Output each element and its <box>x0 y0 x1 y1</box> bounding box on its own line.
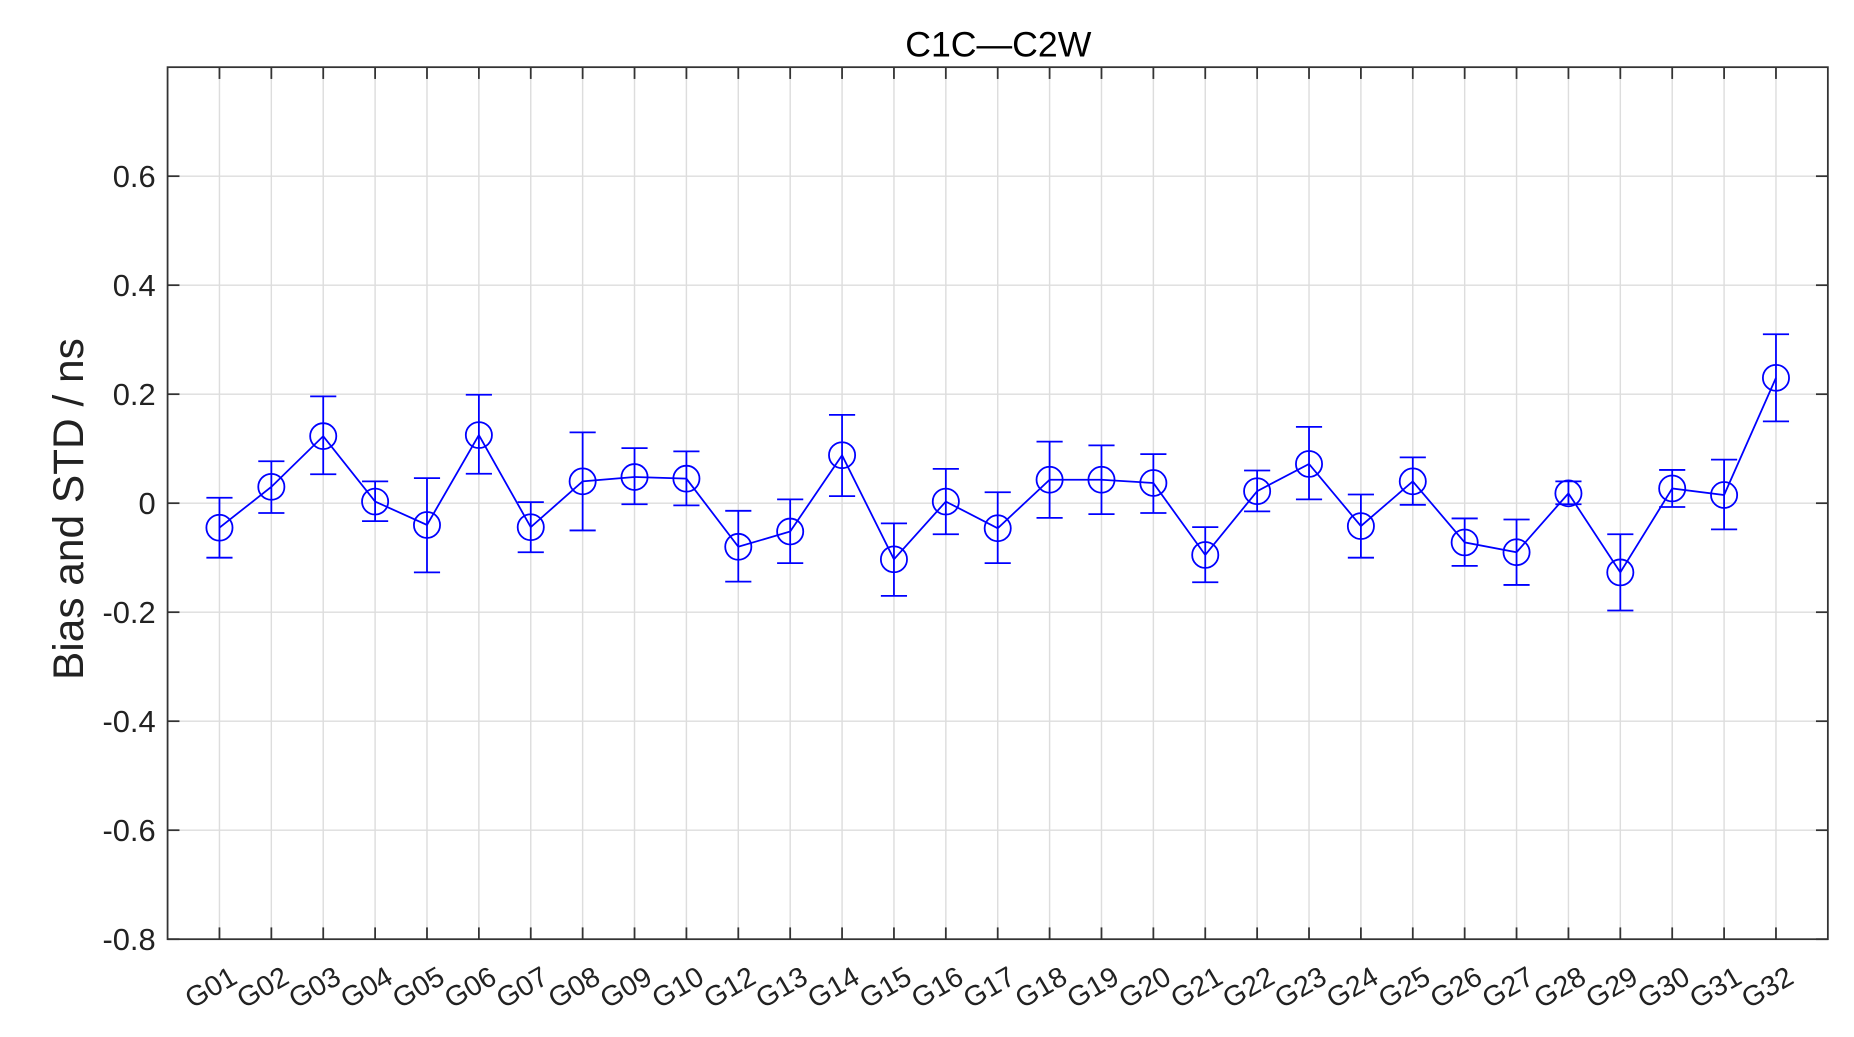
data-point <box>879 545 908 574</box>
data-point <box>672 464 701 493</box>
plot-frame <box>166 66 1829 941</box>
data-point <box>1295 450 1323 478</box>
x-tick-label: G32 <box>1736 961 1799 1015</box>
data-point <box>620 463 649 491</box>
data-point <box>1762 363 1790 392</box>
data-point <box>1554 479 1583 508</box>
data-point <box>776 517 805 546</box>
data-point <box>1658 474 1687 503</box>
data-point <box>1139 469 1168 497</box>
data-point <box>931 487 960 516</box>
y-tick-label: 0 <box>139 486 156 521</box>
chart-title: C1C—C2W <box>905 25 1092 65</box>
data-point <box>1606 558 1635 587</box>
data-point <box>1710 481 1739 509</box>
data-point <box>828 441 857 470</box>
data-point <box>1191 541 1220 569</box>
data-point <box>568 467 597 496</box>
data-point <box>309 422 338 450</box>
data-point <box>1087 465 1116 494</box>
y-tick-label: -0.4 <box>102 704 155 739</box>
y-tick-label: 0.4 <box>113 268 156 303</box>
data-series <box>205 333 1790 612</box>
data-point <box>1243 477 1272 506</box>
data-point <box>205 513 234 542</box>
y-tick-label: -0.2 <box>102 595 155 630</box>
data-point <box>361 487 390 516</box>
data-point <box>413 511 441 539</box>
data-point <box>724 532 753 561</box>
data-point <box>1450 528 1479 557</box>
y-tick-label: 0.2 <box>113 377 156 412</box>
data-point <box>464 421 493 449</box>
data-point <box>257 472 286 501</box>
data-point <box>1502 538 1531 567</box>
data-point <box>1346 512 1375 540</box>
y-axis-label: Bias and STD / ns <box>45 338 93 680</box>
data-point <box>516 513 545 542</box>
data-point <box>983 514 1012 543</box>
y-tick-label: -0.8 <box>102 922 155 957</box>
data-point <box>1035 465 1064 494</box>
data-point <box>1398 467 1427 496</box>
y-tick-label: 0.6 <box>113 159 156 194</box>
y-tick-label: -0.6 <box>102 813 155 848</box>
